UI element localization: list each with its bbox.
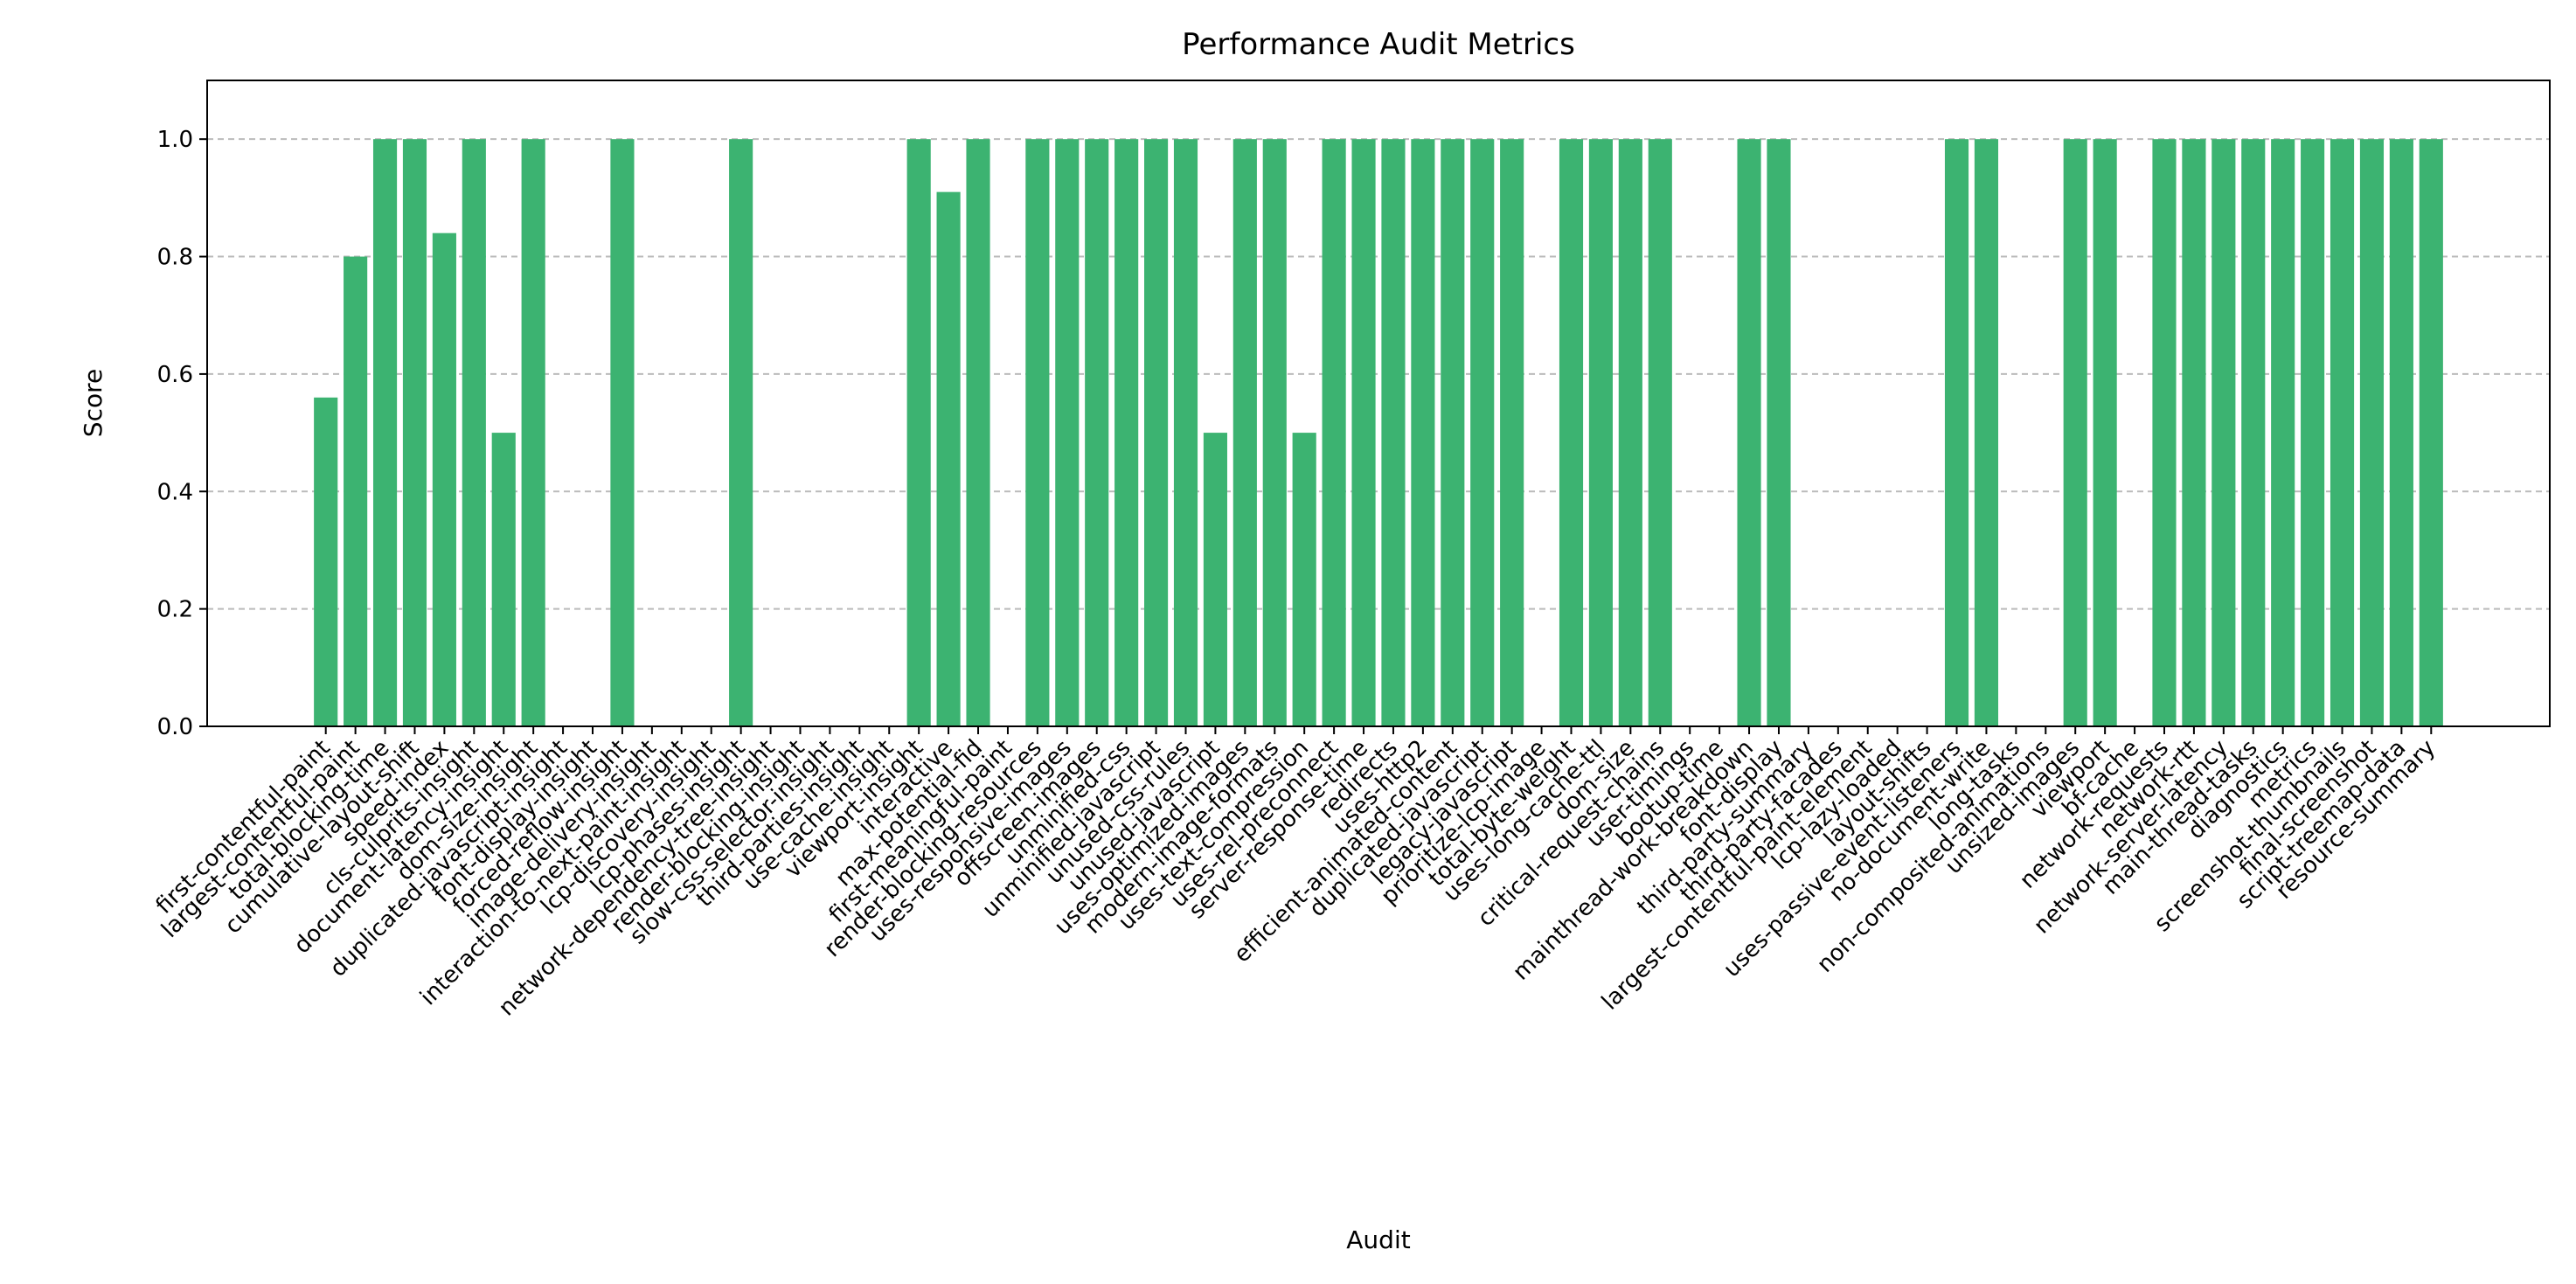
y-tick-label: 0.8 xyxy=(157,245,193,271)
bar xyxy=(1114,139,1139,726)
bar xyxy=(2271,139,2295,726)
bar xyxy=(2093,139,2117,726)
bar xyxy=(936,191,961,727)
bar xyxy=(2419,139,2443,726)
bar xyxy=(402,139,427,726)
bar xyxy=(1648,139,1672,726)
bar xyxy=(2211,139,2236,726)
bar xyxy=(1767,139,1791,726)
bar xyxy=(1055,139,1080,726)
bar xyxy=(1737,139,1761,726)
bar xyxy=(1470,139,1495,726)
bar xyxy=(432,233,456,726)
bar xyxy=(2241,139,2266,726)
bar xyxy=(462,139,486,726)
bar xyxy=(2182,139,2206,726)
bar xyxy=(1618,139,1642,726)
y-tick-label: 0.6 xyxy=(157,362,193,388)
bar xyxy=(966,139,990,726)
bar xyxy=(1203,433,1227,726)
bar xyxy=(1144,139,1169,726)
bar xyxy=(2389,139,2413,726)
bar xyxy=(1173,139,1198,726)
bar xyxy=(906,139,931,726)
bar xyxy=(491,433,516,726)
bar xyxy=(1411,139,1435,726)
bar xyxy=(1292,433,1316,726)
bar xyxy=(729,139,753,726)
y-axis-label: Score xyxy=(79,369,108,437)
bar xyxy=(1559,139,1584,726)
bar xyxy=(2063,139,2087,726)
chart-title: Performance Audit Metrics xyxy=(1182,27,1575,62)
bar xyxy=(2330,139,2355,726)
bar xyxy=(1025,139,1050,726)
y-tick-label: 0.2 xyxy=(157,597,193,623)
bar xyxy=(610,139,635,726)
bar xyxy=(1381,139,1406,726)
x-axis-label: Audit xyxy=(1346,1225,1410,1254)
bar xyxy=(1441,139,1465,726)
bar xyxy=(344,256,368,727)
bar xyxy=(1500,139,1524,726)
bar xyxy=(2359,139,2385,726)
bar xyxy=(1588,139,1613,726)
y-tick-label: 0.4 xyxy=(157,479,193,505)
plot-frame xyxy=(206,80,2551,727)
bar xyxy=(314,397,338,726)
y-tick-label: 0.0 xyxy=(157,714,193,740)
bar xyxy=(1262,139,1287,726)
bar xyxy=(1944,139,1969,726)
bar xyxy=(2152,139,2177,726)
bar xyxy=(1351,139,1376,726)
bar xyxy=(2301,139,2325,726)
bar xyxy=(1085,139,1109,726)
bar xyxy=(521,139,545,726)
bar xyxy=(1974,139,1999,726)
bar xyxy=(1232,139,1257,726)
y-tick-label: 1.0 xyxy=(157,127,193,153)
bar xyxy=(1322,139,1346,726)
bar xyxy=(372,139,398,726)
